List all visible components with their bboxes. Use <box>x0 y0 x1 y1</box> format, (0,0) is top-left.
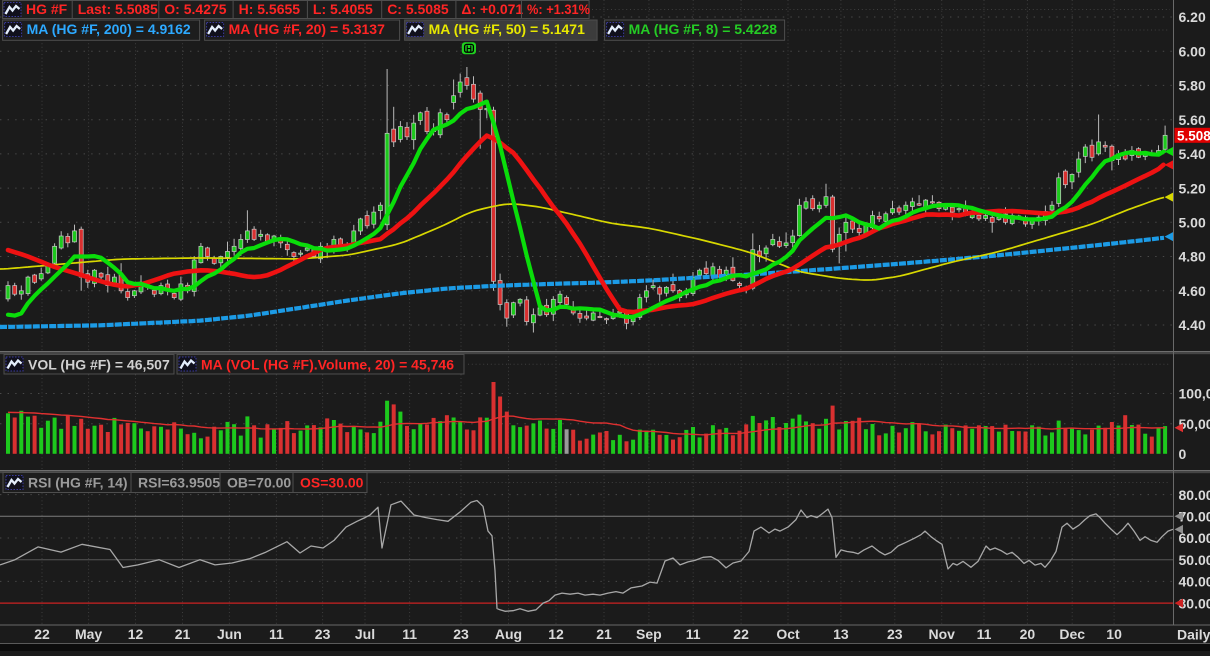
svg-text:22: 22 <box>733 626 749 642</box>
svg-text:11: 11 <box>269 626 284 642</box>
svg-text:May: May <box>75 626 102 642</box>
svg-text:10: 10 <box>1106 626 1122 642</box>
svg-text:6.20: 6.20 <box>1179 9 1206 25</box>
svg-text:MA (HG #F, 8) = 5.4228: MA (HG #F, 8) = 5.4228 <box>629 21 778 37</box>
svg-text:21: 21 <box>596 626 612 642</box>
svg-text:0: 0 <box>1179 446 1187 462</box>
svg-text:HG #F: HG #F <box>26 1 68 17</box>
svg-text:MA (HG #F, 200) = 4.9162: MA (HG #F, 200) = 4.9162 <box>27 21 191 37</box>
svg-text:VOL (HG #F) = 46,507: VOL (HG #F) = 46,507 <box>28 357 170 373</box>
svg-text:30.00: 30.00 <box>1179 595 1210 611</box>
svg-text:23: 23 <box>453 626 469 642</box>
svg-text:5.20: 5.20 <box>1179 180 1206 196</box>
svg-text:OB=70.00: OB=70.00 <box>227 475 291 491</box>
svg-text:4.60: 4.60 <box>1179 283 1206 299</box>
svg-text:21: 21 <box>175 626 191 642</box>
svg-text:Dec: Dec <box>1059 626 1085 642</box>
svg-text:Jul: Jul <box>355 626 375 642</box>
svg-text:Δ: +0.071: Δ: +0.071 <box>461 1 523 17</box>
svg-text:5.80: 5.80 <box>1179 78 1206 94</box>
svg-text:Jun: Jun <box>217 626 242 642</box>
svg-text:%: +1.31%: %: +1.31% <box>527 1 591 17</box>
svg-text:OS=30.00: OS=30.00 <box>300 475 364 491</box>
svg-text:5.00: 5.00 <box>1179 215 1206 231</box>
svg-text:C: 5.5085: C: 5.5085 <box>387 1 449 17</box>
svg-text:RSI (HG #F, 14): RSI (HG #F, 14) <box>28 475 128 491</box>
svg-text:40.00: 40.00 <box>1179 574 1210 590</box>
svg-text:Nov: Nov <box>928 626 955 642</box>
svg-text:12: 12 <box>548 626 564 642</box>
svg-text:23: 23 <box>315 626 331 642</box>
svg-text:Oct: Oct <box>776 626 800 642</box>
svg-text:12: 12 <box>128 626 144 642</box>
svg-text:13: 13 <box>833 626 849 642</box>
svg-text:11: 11 <box>977 626 992 642</box>
svg-text:5.40: 5.40 <box>1179 146 1206 162</box>
svg-text:Last: 5.5085: Last: 5.5085 <box>78 1 158 17</box>
svg-text:MA (HG #F, 20) = 5.3137: MA (HG #F, 20) = 5.3137 <box>229 21 385 37</box>
svg-text:11: 11 <box>686 626 701 642</box>
svg-text:MA (HG #F, 50) = 5.1471: MA (HG #F, 50) = 5.1471 <box>429 21 585 37</box>
svg-text:80.00: 80.00 <box>1179 487 1210 503</box>
svg-text:4.40: 4.40 <box>1179 317 1206 333</box>
svg-text:Aug: Aug <box>495 626 522 642</box>
svg-text:Daily: Daily <box>1177 627 1210 643</box>
svg-text:RSI=63.9505: RSI=63.9505 <box>138 475 220 491</box>
svg-text:70.00: 70.00 <box>1179 509 1210 525</box>
svg-text:H: 5.5655: H: 5.5655 <box>239 1 301 17</box>
svg-text:4.80: 4.80 <box>1179 249 1206 265</box>
svg-text:5.60: 5.60 <box>1179 112 1206 128</box>
svg-text:23: 23 <box>887 626 903 642</box>
svg-text:6.00: 6.00 <box>1179 43 1206 59</box>
svg-text:Sep: Sep <box>636 626 662 642</box>
svg-text:L: 5.4055: L: 5.4055 <box>313 1 373 17</box>
svg-text:50,000: 50,000 <box>1179 416 1210 432</box>
svg-text:11: 11 <box>402 626 417 642</box>
svg-text:50.00: 50.00 <box>1179 552 1210 568</box>
svg-text:H: H <box>466 44 472 53</box>
svg-text:100,00: 100,00 <box>1179 386 1210 402</box>
svg-text:60.00: 60.00 <box>1179 530 1210 546</box>
svg-text:5.508: 5.508 <box>1177 128 1210 143</box>
svg-text:20: 20 <box>1020 626 1036 642</box>
svg-text:MA (VOL (HG #F).Volume, 20) =: MA (VOL (HG #F).Volume, 20) = 45,746 <box>201 357 454 373</box>
svg-text:O: 5.4275: O: 5.4275 <box>164 1 226 17</box>
svg-text:22: 22 <box>34 626 50 642</box>
